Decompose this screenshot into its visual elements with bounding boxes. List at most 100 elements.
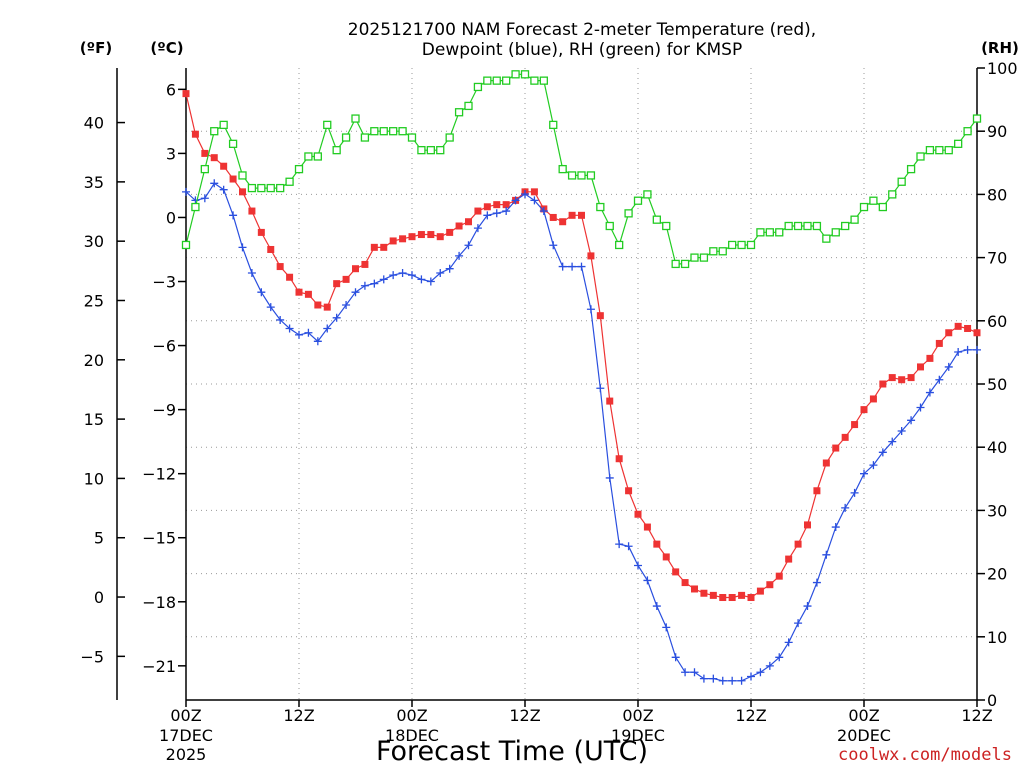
x-tick-time-label: 00Z xyxy=(848,706,879,725)
dewpoint-point xyxy=(860,469,868,478)
rh-point xyxy=(502,76,511,85)
dewpoint-point xyxy=(662,623,671,632)
temperature-point xyxy=(898,376,906,384)
rh-point xyxy=(709,247,718,256)
dewpoint-point xyxy=(389,271,398,280)
temperature-point xyxy=(314,301,322,309)
rh-point xyxy=(219,120,228,130)
temperature-point xyxy=(191,130,199,138)
unit-rh-label: (RH) xyxy=(981,39,1019,57)
x-tick-year-label: 2025 xyxy=(166,745,207,764)
temperature-point xyxy=(672,568,680,576)
x-tick-time-label: 00Z xyxy=(396,706,427,725)
temperature-point xyxy=(643,523,651,531)
dewpoint-point xyxy=(530,196,539,205)
dewpoint-point xyxy=(445,264,454,273)
rh-tick-label: 0 xyxy=(987,691,997,710)
dewpoint-point xyxy=(954,347,963,356)
rh-point xyxy=(690,253,699,262)
temperature-point xyxy=(738,591,746,599)
temperature-line xyxy=(185,93,978,599)
temperature-point xyxy=(841,433,849,441)
rh-point xyxy=(511,70,520,79)
temperature-point xyxy=(295,288,303,296)
temperature-point xyxy=(804,521,811,529)
temperature-point xyxy=(851,421,859,429)
rh-tick-label: 70 xyxy=(987,249,1007,268)
rh-point xyxy=(238,171,247,180)
temperature-point xyxy=(182,90,190,98)
c-tick-label: −9 xyxy=(152,401,176,420)
rh-point xyxy=(596,202,605,212)
dewpoint-point xyxy=(408,271,416,280)
rh-point xyxy=(417,146,426,155)
rh-point xyxy=(407,133,417,142)
rh-point xyxy=(332,146,341,155)
dewpoint-point xyxy=(229,211,238,220)
dewpoint-point xyxy=(756,668,765,677)
rh-point xyxy=(558,164,567,174)
dewpoint-point xyxy=(182,187,190,196)
temperature-point xyxy=(201,149,209,157)
x-tick-time-label: 12Z xyxy=(283,706,314,725)
c-tick-label: −15 xyxy=(142,529,176,548)
temperature-point xyxy=(606,397,614,405)
dewpoint-point xyxy=(539,207,548,216)
rh-point xyxy=(464,101,473,111)
f-tick-label: 20 xyxy=(84,351,104,370)
dewpoint-point xyxy=(219,185,228,194)
rh-point xyxy=(822,234,831,243)
dewpoint-point xyxy=(247,268,256,277)
rh-tick-label: 40 xyxy=(987,438,1007,457)
rh-point xyxy=(765,228,774,237)
rh-point xyxy=(680,259,690,269)
dewpoint-point xyxy=(803,602,812,611)
dewpoint-point xyxy=(464,241,473,250)
temperature-point xyxy=(493,201,501,209)
rh-point xyxy=(775,228,784,237)
c-tick-label: −18 xyxy=(142,593,176,612)
rh-point xyxy=(341,133,351,142)
dewpoint-point xyxy=(718,676,727,685)
temperature-point xyxy=(917,363,924,371)
chart-title-line2: Dewpoint (blue), RH (green) for KMSP xyxy=(422,40,742,60)
temperature-point xyxy=(945,329,953,337)
temperature-point xyxy=(587,252,595,260)
temperature-point xyxy=(681,579,689,587)
temperature-point xyxy=(973,329,981,337)
dewpoint-point xyxy=(577,262,586,271)
rh-point xyxy=(878,202,887,212)
dewpoint-point xyxy=(473,224,482,233)
rh-point xyxy=(906,164,916,174)
dewpoint-point xyxy=(596,384,605,393)
rh-point xyxy=(389,127,398,136)
f-tick-label: 15 xyxy=(84,410,104,429)
rh-point xyxy=(530,76,539,85)
unit-fahrenheit-label: (ºF) xyxy=(80,39,112,57)
rh-tick-label: 90 xyxy=(987,122,1007,141)
rh-point xyxy=(850,215,859,224)
rh-point xyxy=(351,114,360,123)
dewpoint-point xyxy=(210,179,219,188)
dewpoint-point xyxy=(850,488,859,497)
dewpoint-point xyxy=(878,448,887,457)
dewpoint-point xyxy=(568,262,577,271)
dewpoint-point xyxy=(841,503,850,512)
rh-point xyxy=(718,247,727,256)
temperature-point xyxy=(700,589,708,597)
dewpoint-point xyxy=(831,523,840,532)
temperature-point xyxy=(568,211,576,219)
temperature-point xyxy=(483,203,491,211)
dewpoint-point xyxy=(342,301,351,309)
temperature-point xyxy=(869,395,877,403)
dewpoint-point xyxy=(360,281,369,290)
dewpoint-point xyxy=(586,305,595,314)
dewpoint-point xyxy=(502,207,511,216)
dewpoint-point xyxy=(257,288,266,297)
dewpoint-point xyxy=(869,461,878,470)
dewpoint-point xyxy=(295,330,303,339)
f-tick-label: 30 xyxy=(84,232,104,251)
unit-celsius-label: (ºC) xyxy=(150,39,183,57)
rh-point xyxy=(916,152,925,161)
c-tick-label: 3 xyxy=(166,144,176,163)
